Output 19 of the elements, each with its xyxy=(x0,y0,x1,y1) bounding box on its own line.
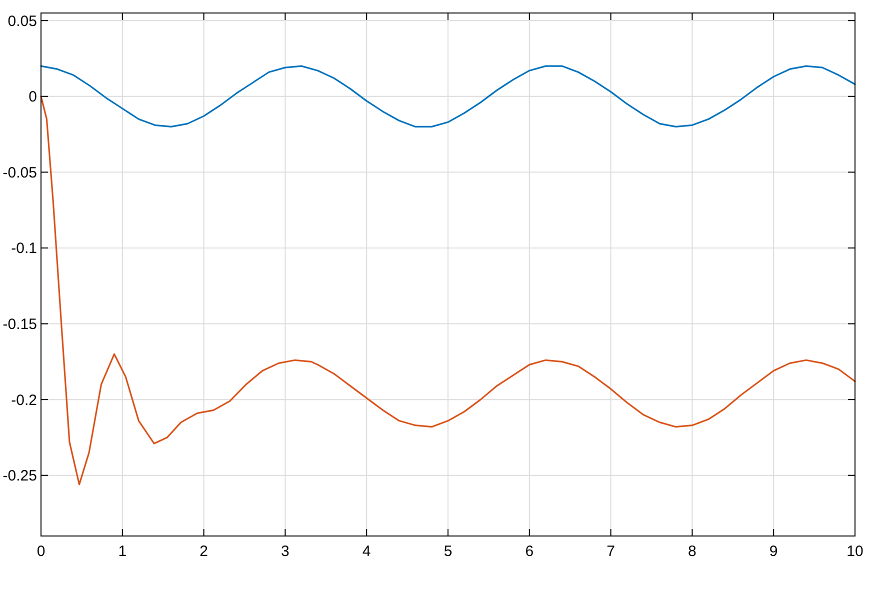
y-tick-label: -0.2 xyxy=(11,392,37,409)
x-tick-label: 9 xyxy=(769,543,778,560)
y-tick-label: -0.25 xyxy=(2,468,37,485)
x-tick-label: 6 xyxy=(525,543,534,560)
x-tick-label: 5 xyxy=(444,543,452,560)
x-tick-label: 3 xyxy=(281,543,290,560)
x-tick-label: 10 xyxy=(846,543,864,560)
line-series xyxy=(40,65,856,128)
x-tick-label: 2 xyxy=(200,543,208,560)
x-tick-label: 4 xyxy=(362,543,371,560)
y-tick-label: 0.05 xyxy=(8,12,37,30)
line-series xyxy=(40,96,856,486)
x-tick-label: 1 xyxy=(118,543,127,560)
x-tick-label: 8 xyxy=(688,543,696,560)
y-tick-label: -0.15 xyxy=(2,316,37,334)
y-tick-label: 0 xyxy=(28,88,37,106)
x-tick-label: 7 xyxy=(606,543,615,560)
y-tick-label: -0.1 xyxy=(11,240,37,258)
y-tick-label: -0.05 xyxy=(2,164,37,182)
